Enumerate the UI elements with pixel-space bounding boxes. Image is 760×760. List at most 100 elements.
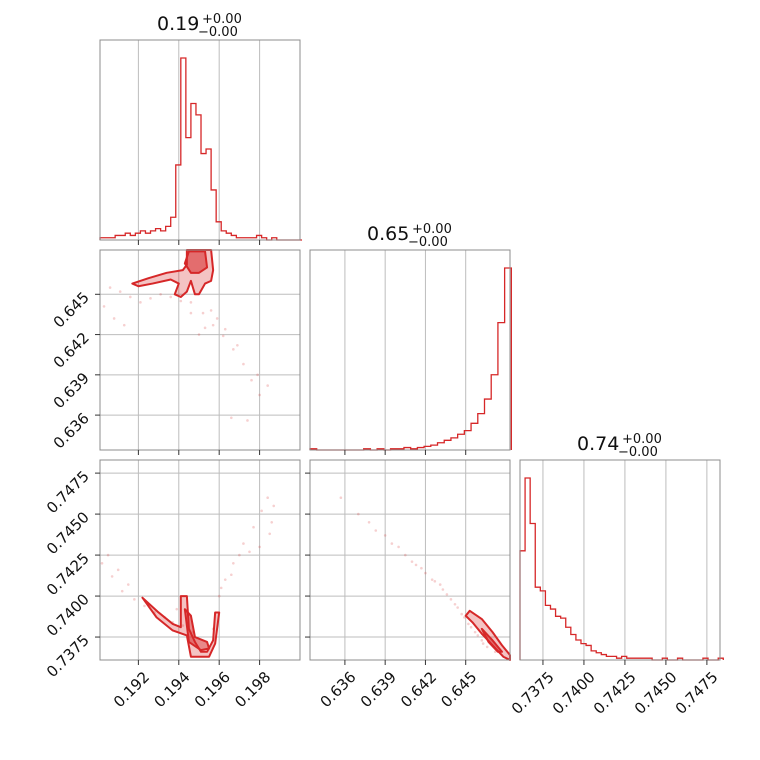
x-tick-label: 0.196 bbox=[191, 668, 234, 711]
sample-point bbox=[110, 575, 114, 578]
y-tick-label: 0.7475 bbox=[43, 467, 93, 517]
sample-point bbox=[179, 299, 183, 303]
sample-point bbox=[481, 642, 485, 645]
panel-title-param1-plus: +0.00 bbox=[202, 12, 242, 27]
x-tick-label: 0.198 bbox=[231, 668, 274, 711]
sample-point bbox=[438, 583, 442, 586]
sample-point bbox=[445, 593, 449, 596]
sample-point bbox=[476, 634, 480, 637]
sample-point bbox=[189, 311, 193, 315]
sample-point bbox=[250, 378, 253, 382]
sample-point bbox=[217, 594, 221, 598]
sample-point bbox=[433, 580, 437, 583]
sample-point bbox=[266, 384, 269, 387]
sample-point bbox=[449, 598, 453, 601]
sample-point bbox=[258, 393, 261, 397]
x-tick-label: 0.7475 bbox=[672, 668, 722, 718]
sample-point bbox=[460, 612, 463, 616]
y-tick-label: 0.645 bbox=[50, 288, 93, 331]
sample-point bbox=[420, 566, 423, 570]
sample-point bbox=[223, 578, 227, 581]
sample-point bbox=[169, 295, 173, 299]
sample-point bbox=[453, 602, 457, 606]
sample-point bbox=[260, 509, 263, 513]
histogram-param1 bbox=[99, 57, 303, 241]
sample-point bbox=[102, 305, 106, 308]
sample-point bbox=[256, 373, 259, 377]
sample-point bbox=[139, 301, 142, 304]
sample-point bbox=[122, 323, 126, 327]
x-tick-label: 0.7400 bbox=[549, 668, 599, 718]
sample-point bbox=[424, 571, 427, 575]
panel-title-param2-plus: +0.00 bbox=[412, 222, 452, 237]
x-tick-label: 0.7425 bbox=[590, 668, 640, 718]
panel-title-param2-minus: −0.00 bbox=[408, 235, 448, 250]
sample-point bbox=[120, 589, 124, 593]
y-tick-label: 0.7375 bbox=[43, 631, 93, 681]
sample-point bbox=[268, 532, 272, 536]
sample-point bbox=[367, 521, 371, 524]
sample-point bbox=[223, 327, 227, 331]
sample-point bbox=[242, 542, 245, 545]
sample-point bbox=[258, 545, 261, 549]
panel-frame bbox=[309, 249, 511, 451]
panel-frame bbox=[519, 459, 721, 661]
sample-point bbox=[215, 317, 219, 320]
sample-point bbox=[414, 563, 418, 567]
histogram-param3 bbox=[519, 477, 724, 661]
panel-title-param3-plus: +0.00 bbox=[622, 432, 662, 447]
sample-point bbox=[108, 286, 112, 289]
sample-point bbox=[197, 333, 201, 336]
panel-title-param3-minus: −0.00 bbox=[618, 445, 658, 460]
sample-point bbox=[339, 496, 343, 500]
sample-point bbox=[221, 334, 225, 338]
sample-point bbox=[467, 622, 470, 626]
sample-point bbox=[133, 598, 136, 601]
sample-point bbox=[236, 344, 239, 347]
sample-point bbox=[430, 578, 434, 581]
sample-point bbox=[181, 624, 185, 627]
panel-title-param3: 0.74 bbox=[577, 433, 619, 455]
panel-frame bbox=[99, 39, 301, 241]
sample-point bbox=[211, 323, 215, 327]
sample-point bbox=[159, 293, 162, 296]
sample-point bbox=[126, 583, 130, 586]
sample-point bbox=[410, 560, 414, 563]
sample-point bbox=[270, 521, 274, 524]
sample-point bbox=[232, 348, 235, 351]
sample-point bbox=[252, 525, 255, 529]
sample-point bbox=[242, 362, 245, 366]
panel-title-param1: 0.19 bbox=[157, 13, 199, 35]
x-tick-label: 0.7375 bbox=[508, 668, 558, 718]
sample-point bbox=[463, 616, 466, 619]
sample-point bbox=[129, 295, 132, 299]
panel-frame bbox=[309, 459, 511, 661]
sample-point bbox=[238, 553, 241, 557]
sample-point bbox=[203, 326, 207, 330]
density-contour bbox=[183, 608, 211, 652]
sample-point bbox=[209, 309, 213, 312]
sample-point bbox=[230, 573, 233, 577]
panel-title-param2: 0.65 bbox=[367, 223, 409, 245]
y-tick-label: 0.7400 bbox=[43, 590, 93, 640]
histogram-param2 bbox=[309, 267, 512, 451]
panel-title-param1-minus: −0.00 bbox=[198, 25, 238, 40]
sample-point bbox=[189, 301, 193, 304]
sample-point bbox=[397, 545, 400, 549]
sample-point bbox=[485, 645, 489, 649]
sample-point bbox=[374, 529, 378, 532]
sample-point bbox=[232, 561, 235, 565]
sample-point bbox=[248, 550, 251, 554]
sample-point bbox=[201, 311, 205, 315]
x-tick-label: 0.192 bbox=[110, 668, 153, 711]
sample-point bbox=[219, 586, 223, 590]
y-tick-label: 0.7450 bbox=[43, 508, 93, 558]
sample-point bbox=[175, 607, 179, 611]
sample-point bbox=[112, 317, 116, 320]
panel-frame bbox=[99, 459, 301, 661]
sample-point bbox=[390, 542, 394, 545]
x-tick-label: 0.7450 bbox=[631, 668, 681, 718]
sample-point bbox=[149, 297, 152, 300]
sample-point bbox=[143, 604, 146, 608]
